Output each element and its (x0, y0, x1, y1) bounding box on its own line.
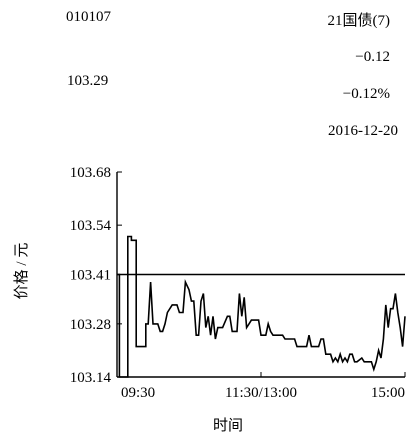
y-tick-label: 103.14 (70, 370, 112, 386)
bond-code: 010107 (66, 9, 111, 25)
y-tick-label: 103.54 (70, 218, 112, 234)
price-change-percent: −0.12% (342, 86, 390, 102)
x-tick-label: 09:30 (121, 385, 155, 401)
x-tick-label: 11:30/13:00 (225, 385, 297, 401)
bond-name: 21国债(7) (327, 13, 391, 29)
y-tick-label: 103.68 (70, 165, 111, 181)
current-price: 103.29 (67, 73, 109, 89)
price-line (117, 235, 406, 378)
x-axis-label: 时间 (213, 417, 243, 434)
price-change: −0.12 (355, 49, 390, 65)
x-tick-label: 15:00 (371, 385, 405, 401)
y-tick-label: 103.28 (70, 317, 111, 333)
y-axis-label: 价格 / 元 (13, 243, 30, 300)
y-tick-label: 103.41 (70, 268, 111, 284)
trade-date: 2016-12-20 (328, 123, 398, 139)
